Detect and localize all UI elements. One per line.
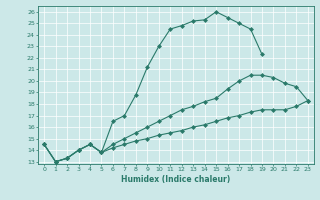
X-axis label: Humidex (Indice chaleur): Humidex (Indice chaleur) — [121, 175, 231, 184]
